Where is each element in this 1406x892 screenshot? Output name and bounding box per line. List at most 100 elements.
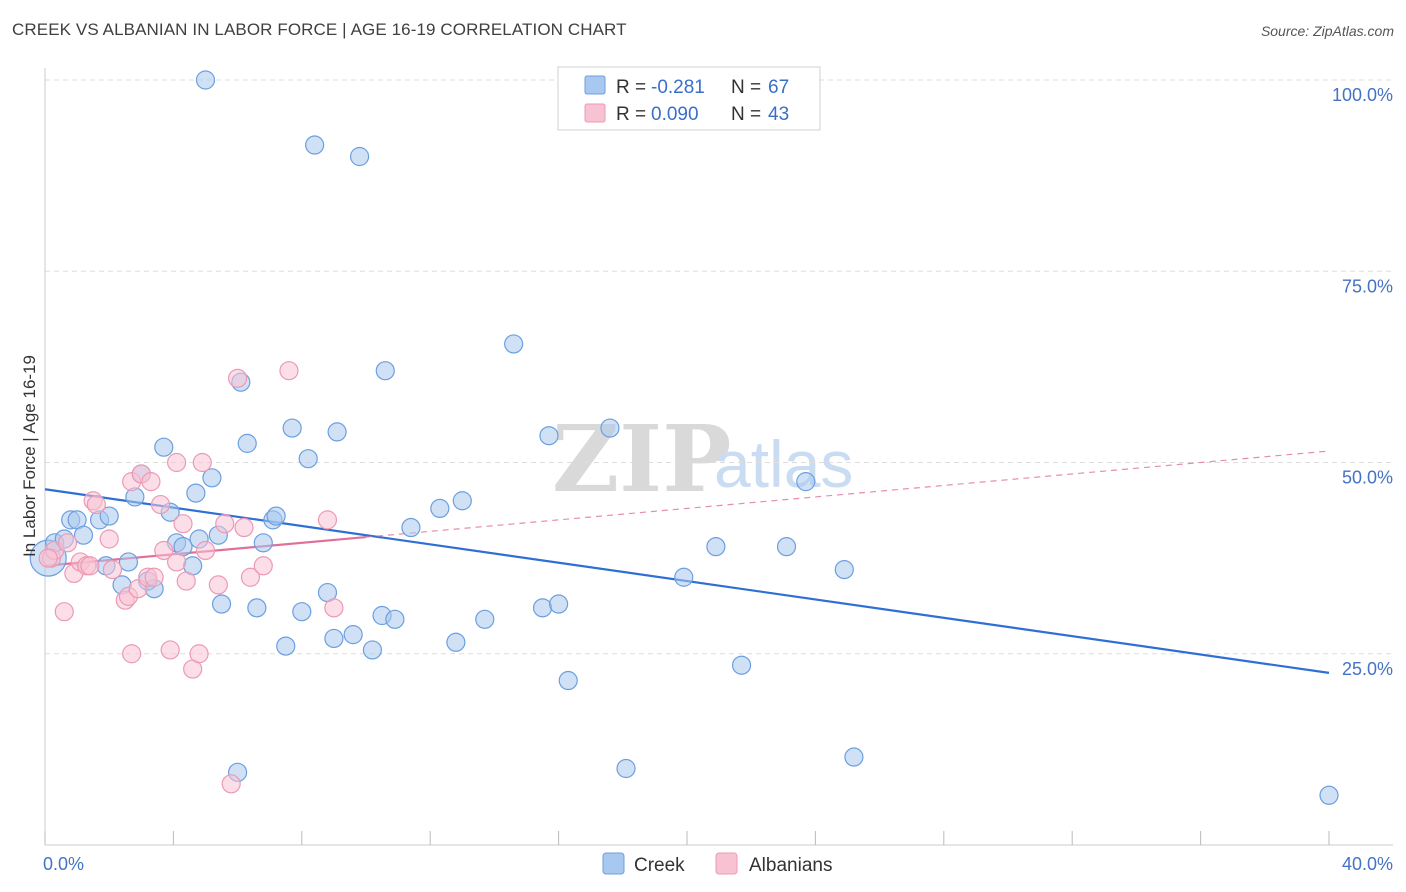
watermark-zip: ZIP bbox=[552, 405, 731, 513]
point-albanians bbox=[317, 510, 338, 530]
tick-labels: 25.0% 50.0% 75.0% 100.0% 0.0% 40.0% bbox=[43, 85, 1393, 874]
point-creek bbox=[385, 609, 405, 629]
bottom-legend-swatch-albanians bbox=[715, 852, 738, 875]
point-albanians bbox=[154, 540, 174, 561]
point-albanians bbox=[324, 598, 344, 618]
y-axis-label: In Labor Force | Age 16-19 bbox=[20, 355, 39, 557]
point-creek bbox=[452, 491, 472, 511]
point-albanians bbox=[240, 567, 261, 587]
point-albanians bbox=[173, 514, 193, 534]
legend-n-label-creek: N = bbox=[731, 77, 761, 98]
watermark: ZIP atlas bbox=[552, 405, 853, 513]
point-albanians bbox=[160, 640, 180, 660]
point-creek bbox=[504, 334, 524, 354]
point-albanians bbox=[141, 472, 161, 492]
point-creek bbox=[253, 533, 273, 553]
point-creek bbox=[305, 135, 325, 155]
trend-line-extension-albanians bbox=[365, 450, 1330, 538]
point-albanians bbox=[189, 644, 209, 664]
legend-r-value-albanians: 0.090 bbox=[651, 104, 699, 125]
point-albanians bbox=[38, 548, 58, 568]
watermark-atlas: atlas bbox=[714, 427, 853, 501]
gridlines bbox=[45, 79, 1393, 655]
point-albanians bbox=[167, 552, 187, 572]
point-creek bbox=[616, 758, 636, 779]
x-tick-label: 40.0% bbox=[1342, 854, 1393, 874]
point-creek bbox=[539, 426, 559, 446]
axes bbox=[44, 68, 1393, 846]
point-creek bbox=[532, 598, 553, 618]
chart-source: Source: ZipAtlas.com bbox=[1260, 23, 1394, 39]
y-tick-label: 100.0% bbox=[1332, 85, 1393, 105]
point-albanians bbox=[80, 556, 100, 576]
point-creek bbox=[237, 433, 257, 453]
point-creek bbox=[276, 636, 296, 656]
bottom-legend: Creek Albanians bbox=[602, 852, 832, 876]
legend-r-value-creek: -0.281 bbox=[651, 77, 705, 98]
point-creek bbox=[844, 747, 864, 767]
x-tick-label: 0.0% bbox=[43, 854, 84, 874]
point-creek bbox=[1319, 785, 1339, 805]
point-creek bbox=[154, 437, 174, 457]
point-creek bbox=[298, 449, 318, 469]
point-creek bbox=[558, 670, 578, 691]
point-creek bbox=[282, 418, 302, 438]
legend-n-value-creek: 67 bbox=[768, 77, 789, 98]
point-creek bbox=[430, 498, 450, 518]
point-albanians bbox=[150, 494, 171, 515]
bottom-legend-swatch-creek bbox=[602, 852, 625, 875]
point-albanians bbox=[192, 452, 212, 473]
point-creek bbox=[195, 70, 216, 90]
point-albanians bbox=[228, 368, 248, 388]
chart-title: CREEK VS ALBANIAN IN LABOR FORCE | AGE 1… bbox=[12, 20, 627, 39]
point-albanians bbox=[253, 556, 273, 576]
legend-r-label-creek: R = bbox=[616, 77, 646, 98]
point-creek bbox=[211, 594, 232, 614]
point-albanians bbox=[144, 567, 164, 587]
point-creek bbox=[186, 483, 206, 503]
point-creek bbox=[731, 655, 752, 675]
point-albanians bbox=[167, 452, 187, 473]
legend-swatch-albanians bbox=[584, 103, 606, 123]
point-albanians bbox=[195, 540, 216, 561]
y-tick-label: 25.0% bbox=[1342, 659, 1393, 679]
point-albanians bbox=[208, 575, 228, 595]
point-creek bbox=[600, 418, 620, 438]
y-tick-label: 50.0% bbox=[1342, 468, 1393, 488]
point-creek bbox=[343, 625, 363, 645]
point-creek bbox=[401, 517, 421, 538]
point-creek bbox=[674, 567, 694, 587]
point-albanians bbox=[279, 361, 299, 381]
legend-swatch-creek bbox=[584, 75, 606, 95]
top-legend: R = -0.281 N = 67 R = 0.090 N = 43 bbox=[557, 66, 821, 131]
point-creek bbox=[202, 468, 222, 488]
point-albanians bbox=[57, 533, 78, 553]
point-creek bbox=[362, 640, 383, 660]
point-albanians bbox=[99, 529, 119, 549]
point-creek bbox=[475, 609, 495, 629]
point-creek bbox=[266, 506, 286, 526]
point-creek bbox=[706, 537, 726, 557]
point-creek bbox=[327, 422, 347, 442]
point-creek bbox=[99, 506, 119, 526]
legend-n-label-albanians: N = bbox=[731, 104, 761, 125]
point-albanians bbox=[102, 559, 123, 580]
bottom-legend-label-creek: Creek bbox=[634, 855, 685, 876]
point-albanians bbox=[215, 514, 235, 534]
point-creek bbox=[324, 628, 344, 649]
point-albanians bbox=[86, 494, 106, 515]
legend-r-label-albanians: R = bbox=[616, 104, 646, 125]
point-creek bbox=[247, 598, 267, 618]
point-creek bbox=[776, 537, 797, 557]
point-creek bbox=[375, 361, 395, 381]
y-tick-label: 75.0% bbox=[1342, 276, 1393, 296]
point-albanians bbox=[122, 644, 142, 664]
legend-n-value-albanians: 43 bbox=[768, 104, 789, 125]
point-creek bbox=[548, 594, 569, 614]
point-creek bbox=[446, 632, 466, 652]
point-creek bbox=[118, 552, 139, 572]
point-creek bbox=[834, 559, 854, 580]
data-points bbox=[29, 70, 1339, 805]
point-albanians bbox=[176, 571, 196, 591]
